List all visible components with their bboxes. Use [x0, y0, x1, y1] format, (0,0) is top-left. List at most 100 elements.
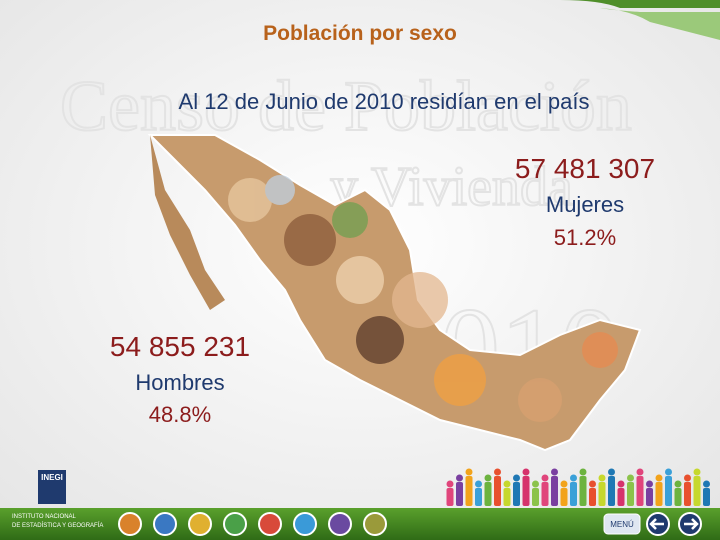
person-figure: [465, 468, 473, 506]
person-body: [579, 476, 587, 506]
forward-button[interactable]: [678, 512, 702, 536]
person-head: [646, 480, 653, 488]
person-figure: [551, 468, 558, 506]
person-figure: [484, 474, 492, 506]
person-body: [541, 482, 549, 506]
person-figure: [560, 480, 568, 506]
person-body: [484, 482, 492, 506]
person-head: [503, 480, 511, 488]
women-count: 57 481 307: [515, 153, 655, 184]
subtitle: Al 12 de Junio de 2010 residían en el pa…: [179, 89, 590, 114]
nav-icon[interactable]: [328, 512, 352, 536]
person-head: [475, 480, 482, 488]
person-body: [446, 488, 454, 506]
logo-text: DE ESTADÍSTICA Y GEOGRAFÍA: [12, 522, 103, 529]
person-body: [703, 488, 710, 506]
person-figure: [456, 474, 463, 506]
person-head: [541, 474, 549, 482]
person-figure: [589, 480, 596, 506]
person-figure: [513, 474, 520, 506]
person-head: [598, 474, 606, 482]
person-body: [693, 476, 701, 506]
person-body: [674, 488, 682, 506]
person-figure: [446, 480, 454, 506]
person-body: [513, 482, 520, 506]
person-figure: [598, 474, 606, 506]
map-collage: [147, 134, 642, 452]
nav-icon[interactable]: [223, 512, 247, 536]
person-head: [684, 474, 691, 482]
person-body: [456, 482, 463, 506]
person-head: [513, 474, 520, 482]
person-head: [560, 480, 568, 488]
person-head: [617, 480, 625, 488]
person-head: [551, 468, 558, 476]
person-body: [665, 476, 672, 506]
person-body: [465, 476, 473, 506]
women-percent: 51.2%: [554, 225, 616, 250]
menu-button[interactable]: MENÚ: [603, 513, 641, 535]
men-label: Hombres: [135, 370, 224, 395]
person-body: [617, 488, 625, 506]
person-figure: [684, 474, 691, 506]
person-figure: [532, 480, 539, 506]
person-body: [532, 488, 539, 506]
person-head: [693, 468, 701, 476]
person-body: [627, 482, 634, 506]
person-head: [570, 474, 577, 482]
person-figure: [494, 468, 501, 506]
person-head: [579, 468, 587, 476]
person-body: [522, 476, 530, 506]
men-count: 54 855 231: [110, 331, 250, 362]
person-head: [494, 468, 501, 476]
person-body: [503, 488, 511, 506]
person-head: [674, 480, 682, 488]
watermark-text: Censo de Población: [60, 66, 632, 146]
women-label: Mujeres: [546, 192, 624, 217]
person-head: [456, 474, 463, 482]
title: Población por sexo: [263, 22, 457, 45]
person-head: [703, 480, 710, 488]
person-head: [627, 474, 634, 482]
person-body: [684, 482, 691, 506]
person-figure: [646, 480, 653, 506]
person-body: [560, 488, 568, 506]
nav-icon[interactable]: [363, 512, 387, 536]
person-body: [655, 482, 663, 506]
person-body: [494, 476, 501, 506]
person-figure: [703, 480, 710, 506]
person-head: [522, 468, 530, 476]
person-head: [665, 468, 672, 476]
person-body: [646, 488, 653, 506]
menu-label: MENÚ: [610, 520, 634, 529]
person-figure: [665, 468, 672, 506]
logo-text: INSTITUTO NACIONAL: [12, 514, 77, 520]
person-body: [475, 488, 482, 506]
person-head: [446, 480, 454, 488]
person-body: [551, 476, 558, 506]
nav-icon[interactable]: [258, 512, 282, 536]
person-head: [484, 474, 492, 482]
nav-icon[interactable]: [188, 512, 212, 536]
nav-icon[interactable]: [293, 512, 317, 536]
top-bar: [0, 0, 720, 8]
person-head: [589, 480, 596, 488]
person-figure: [655, 474, 663, 506]
person-head: [465, 468, 473, 476]
nav-icon[interactable]: [118, 512, 142, 536]
person-body: [570, 482, 577, 506]
back-button[interactable]: [646, 512, 670, 536]
logo: INEGI INSTITUTO NACIONAL DE ESTADÍSTICA …: [12, 470, 103, 529]
logo-name: INEGI: [41, 473, 63, 482]
person-figure: [475, 480, 482, 506]
person-figure: [541, 474, 549, 506]
person-figure: [608, 468, 615, 506]
person-figure: [627, 474, 634, 506]
person-figure: [674, 480, 682, 506]
nav-icon[interactable]: [153, 512, 177, 536]
person-figure: [503, 480, 511, 506]
person-body: [589, 488, 596, 506]
men-percent: 48.8%: [149, 402, 211, 427]
person-figure: [522, 468, 530, 506]
